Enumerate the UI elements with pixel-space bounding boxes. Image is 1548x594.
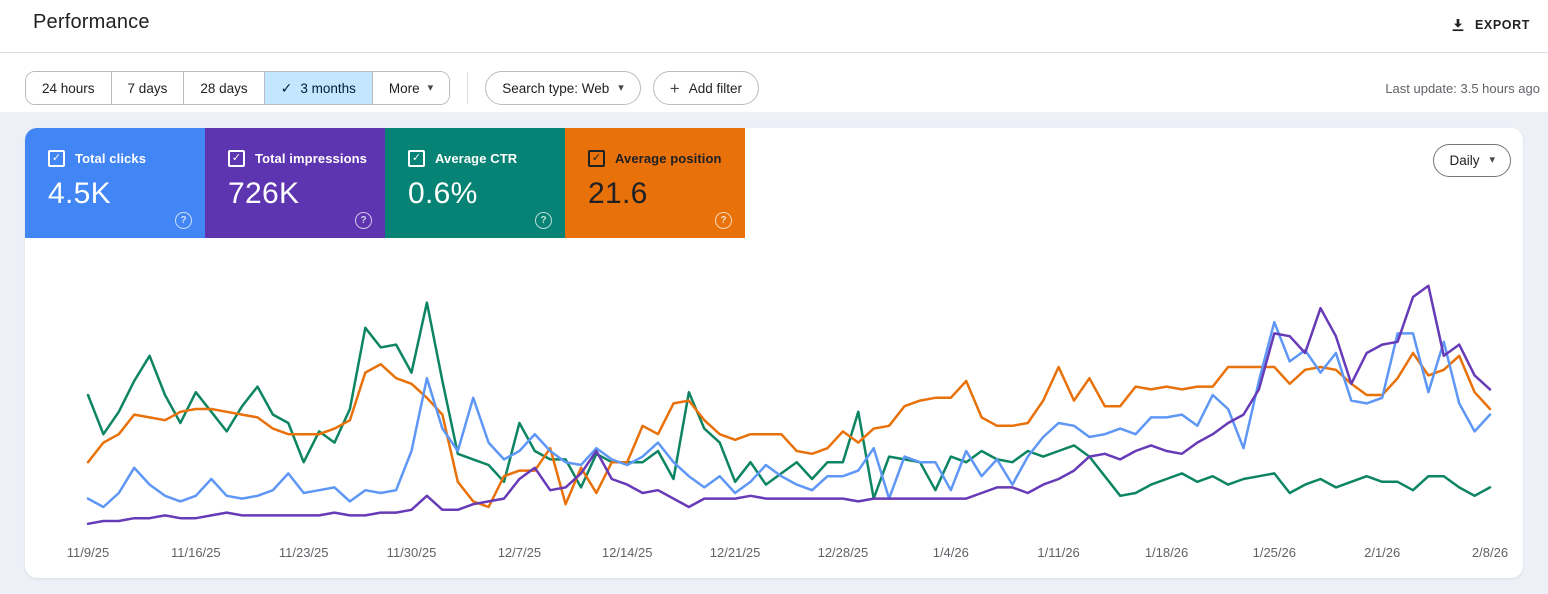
date-range-28-days[interactable]: 28 days [183, 72, 264, 104]
metric-label: Average CTR [435, 151, 518, 166]
x-axis-tick: 2/8/26 [1471, 545, 1509, 560]
date-range-group: 24 hours 7 days 28 days ✓ 3 months More … [25, 71, 451, 105]
checked-checkbox-icon[interactable]: ✓ [228, 150, 245, 167]
main-content: ✓ Total clicks 4.5K ? ✓ Total impression… [25, 128, 1523, 578]
date-range-label: 7 days [127, 80, 168, 96]
last-update-text: Last update: 3.5 hours ago [1385, 80, 1540, 96]
date-range-label: 3 months [300, 80, 356, 96]
help-icon[interactable]: ? [355, 212, 372, 229]
add-filter-label: Add filter [688, 80, 742, 96]
plus-icon: + [669, 78, 680, 98]
search-type-dropdown[interactable]: Search type: Web ▾ [485, 71, 641, 105]
x-axis-tick: 12/21/25 [709, 545, 761, 560]
export-button[interactable]: EXPORT [1446, 11, 1534, 39]
x-axis-tick: 11/9/25 [66, 545, 110, 560]
chart-area[interactable]: 11/9/25 11/16/25 11/23/25 11/30/25 12/7/25 12… [25, 238, 1523, 578]
help-icon[interactable]: ? [715, 212, 732, 229]
chevron-down-icon: ▾ [427, 81, 434, 94]
x-axis-tick: 1/25/26 [1252, 545, 1296, 560]
date-range-more-dropdown[interactable]: More ▾ [371, 72, 450, 104]
export-label: EXPORT [1475, 18, 1530, 32]
ctr-line [86, 301, 1492, 500]
date-range-7-days[interactable]: 7 days [110, 72, 184, 104]
metric-card-average-ctr[interactable]: ✓ Average CTR 0.6% ? [385, 128, 565, 238]
x-axis-tick: 11/16/25 [170, 545, 221, 560]
x-axis-tick: 1/11/26 [1037, 545, 1080, 560]
impressions-line [86, 284, 1492, 526]
filter-row: 24 hours 7 days 28 days ✓ 3 months More … [25, 71, 1540, 105]
header-divider [0, 52, 1548, 53]
help-icon[interactable]: ? [175, 212, 192, 229]
metric-label: Average position [615, 151, 722, 166]
performance-chart-card: ✓ Total clicks 4.5K ? ✓ Total impression… [25, 128, 1523, 578]
search-type-label: Search type: Web [502, 80, 610, 96]
chevron-down-icon: ▾ [618, 81, 624, 94]
performance-line-chart[interactable] [25, 238, 1523, 540]
checked-checkbox-icon[interactable]: ✓ [48, 150, 65, 167]
x-axis-tick: 11/30/25 [386, 545, 437, 560]
date-range-24-hours[interactable]: 24 hours [26, 72, 111, 104]
vertical-divider [467, 72, 469, 104]
checked-checkbox-icon[interactable]: ✓ [408, 150, 425, 167]
chevron-down-icon: ▾ [1489, 154, 1495, 166]
metric-value: 726K [228, 177, 300, 210]
granularity-label: Daily [1449, 153, 1480, 168]
check-icon: ✓ [280, 80, 293, 96]
add-filter-button[interactable]: + Add filter [652, 71, 759, 105]
x-axis-tick: 12/28/25 [817, 545, 869, 560]
x-axis-tick: 12/7/25 [497, 545, 542, 560]
page-header: Performance EXPORT 24 hours 7 days 28 da… [0, 0, 1548, 112]
x-axis-tick: 2/1/26 [1364, 545, 1401, 560]
metric-value: 21.6 [588, 177, 648, 210]
help-icon[interactable]: ? [535, 212, 552, 229]
metric-card-total-clicks[interactable]: ✓ Total clicks 4.5K ? [25, 128, 205, 238]
date-range-label: 28 days [200, 80, 248, 96]
metric-card-total-impressions[interactable]: ✓ Total impressions 726K ? [205, 128, 385, 238]
x-axis-tick: 1/18/26 [1144, 545, 1189, 560]
metric-cards-row: ✓ Total clicks 4.5K ? ✓ Total impression… [25, 128, 745, 238]
checked-checkbox-icon[interactable]: ✓ [588, 150, 605, 167]
x-axis-tick: 12/14/25 [601, 545, 653, 560]
metric-label: Total clicks [75, 151, 147, 166]
metric-card-average-position[interactable]: ✓ Average position 21.6 ? [565, 128, 745, 238]
date-range-label: 24 hours [42, 80, 95, 96]
metric-value: 0.6% [408, 177, 478, 210]
x-axis-tick: 11/23/25 [278, 545, 329, 560]
metric-label: Total impressions [255, 151, 367, 166]
granularity-dropdown[interactable]: Daily ▾ [1433, 144, 1511, 177]
date-range-3-months-selected[interactable]: ✓ 3 months [263, 72, 372, 104]
date-range-label: More [388, 80, 420, 96]
metric-value: 4.5K [48, 177, 111, 210]
x-axis-tick: 1/4/26 [932, 545, 969, 560]
x-axis: 11/9/25 11/16/25 11/23/25 11/30/25 12/7/25 12… [25, 545, 1523, 565]
page-title: Performance [33, 11, 150, 33]
position-line [86, 351, 1492, 509]
download-icon [1452, 19, 1464, 32]
